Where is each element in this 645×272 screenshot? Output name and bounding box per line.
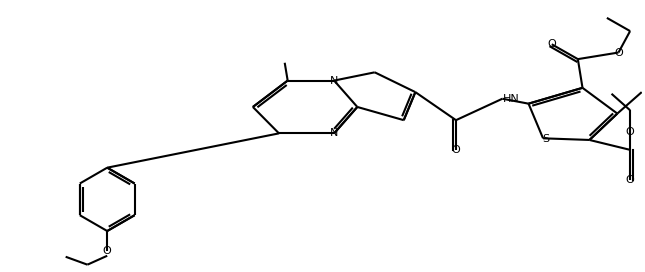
Text: N: N [330,128,338,138]
Text: O: O [548,39,556,49]
Text: S: S [542,134,550,144]
Text: O: O [614,48,623,57]
Text: HN: HN [502,94,519,104]
Text: O: O [451,145,461,155]
Text: O: O [626,127,635,137]
Text: O: O [103,246,112,256]
Text: O: O [626,175,635,184]
Text: N: N [330,76,338,86]
